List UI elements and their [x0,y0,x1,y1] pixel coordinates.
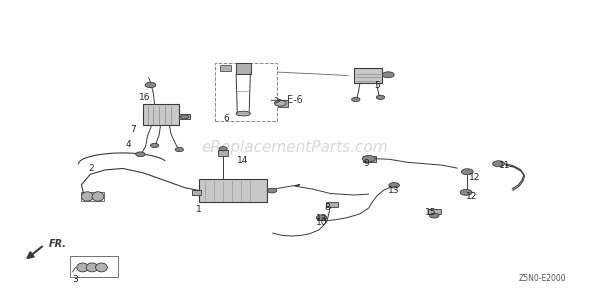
Circle shape [382,72,394,78]
Text: 14: 14 [237,156,249,165]
Bar [363,156,376,162]
Circle shape [460,189,472,195]
Text: 3: 3 [73,275,78,284]
Circle shape [267,188,277,193]
Bar [428,209,441,214]
Bar [70,256,118,277]
Text: E-6: E-6 [287,95,303,105]
Text: 15: 15 [425,208,437,217]
Circle shape [136,152,145,157]
Bar [179,114,190,119]
Ellipse shape [77,263,88,272]
Circle shape [352,97,360,101]
Circle shape [430,213,439,218]
Bar [143,104,179,125]
Bar [235,63,251,74]
Bar [199,179,267,202]
Bar [278,100,288,107]
Bar [354,68,382,83]
Text: 12: 12 [466,192,478,201]
Circle shape [316,215,327,220]
Text: eReplacementParts.com: eReplacementParts.com [202,140,388,155]
Circle shape [145,82,156,88]
Text: 12: 12 [469,173,481,181]
Circle shape [219,147,227,151]
Text: Z5N0-E2000: Z5N0-E2000 [519,274,566,283]
Bar [218,150,228,156]
Text: 2: 2 [88,164,94,173]
Circle shape [461,169,473,175]
Text: 11: 11 [499,161,510,170]
Circle shape [376,95,385,99]
Text: 9: 9 [363,159,369,168]
Ellipse shape [92,192,104,201]
Text: 6: 6 [224,114,230,123]
Text: 1: 1 [196,205,202,214]
Circle shape [181,115,189,119]
Bar [81,192,104,201]
Text: 8: 8 [324,204,330,212]
Text: 7: 7 [130,125,136,134]
Ellipse shape [81,192,93,201]
Text: 13: 13 [316,214,327,223]
Circle shape [274,100,286,106]
Circle shape [493,161,504,167]
Circle shape [150,143,159,148]
Text: FR.: FR. [48,239,67,249]
Circle shape [175,148,183,152]
Ellipse shape [86,263,98,272]
Text: 4: 4 [126,140,132,149]
Ellipse shape [236,111,250,116]
Bar [326,202,338,207]
Text: 16: 16 [139,93,151,102]
Text: 10: 10 [316,218,327,227]
Bar [215,63,277,121]
Circle shape [389,183,399,188]
Bar [192,190,201,195]
Text: 5: 5 [375,81,381,90]
Ellipse shape [96,263,107,272]
Bar [220,65,231,71]
Circle shape [362,155,375,162]
Text: 13: 13 [388,186,400,195]
